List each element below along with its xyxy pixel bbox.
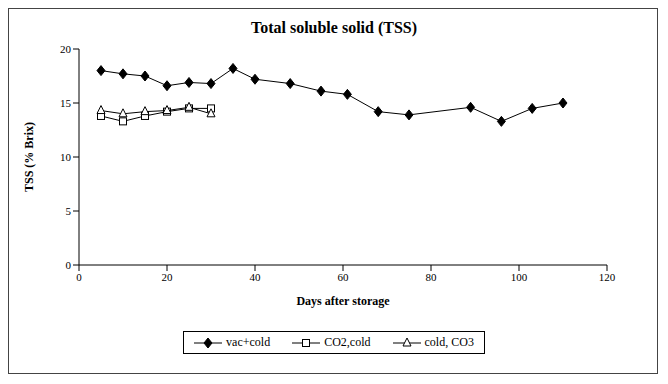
- svg-text:Days after storage: Days after storage: [296, 294, 390, 308]
- svg-text:5: 5: [66, 205, 72, 217]
- svg-text:0: 0: [76, 271, 82, 283]
- svg-text:100: 100: [511, 271, 528, 283]
- html-text:cold, CO3: cold, CO3: [424, 335, 474, 349]
- svg-text:120: 120: [599, 271, 616, 283]
- svg-text:60: 60: [338, 271, 350, 283]
- svg-text:15: 15: [60, 97, 72, 109]
- svg-text:10: 10: [60, 151, 72, 163]
- html-text:CO2,cold: CO2,cold: [324, 335, 371, 349]
- svg-text:40: 40: [250, 271, 262, 283]
- svg-text:0: 0: [66, 259, 72, 271]
- svg-text:TSS (% Brix): TSS (% Brix): [22, 122, 36, 192]
- html-text:Total soluble solid (TSS): Total soluble solid (TSS): [250, 19, 418, 36]
- svg-text:80: 80: [426, 271, 438, 283]
- svg-text:20: 20: [60, 43, 72, 55]
- html-text:vac+cold: vac+cold: [226, 335, 271, 349]
- svg-text:20: 20: [162, 271, 174, 283]
